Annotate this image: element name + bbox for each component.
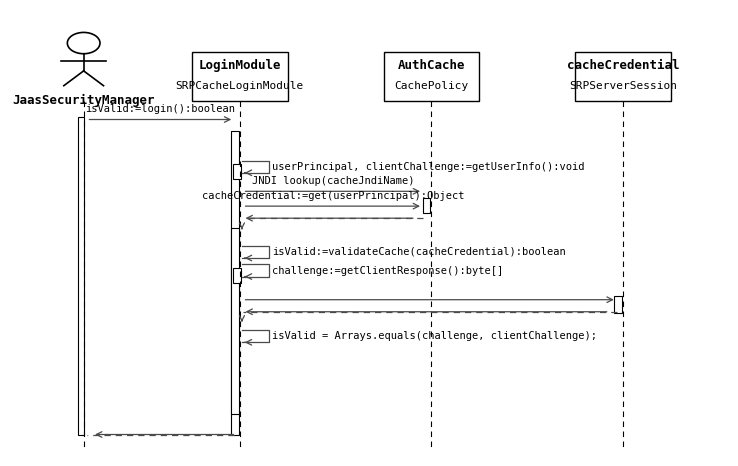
FancyBboxPatch shape [575, 52, 671, 101]
Text: userPrincipal, clientChallenge:=getUserInfo():void: userPrincipal, clientChallenge:=getUserI… [272, 162, 585, 172]
Text: isValid = Arrays.equals(challenge, clientChallenge);: isValid = Arrays.equals(challenge, clien… [272, 331, 598, 341]
FancyBboxPatch shape [384, 52, 480, 101]
Text: SRPCacheLoginModule: SRPCacheLoginModule [176, 81, 304, 91]
Text: JNDI lookup(cacheJndiName): JNDI lookup(cacheJndiName) [252, 176, 414, 186]
Text: CachePolicy: CachePolicy [394, 81, 469, 91]
Text: cacheCredential:=get(userPrincipal):Object: cacheCredential:=get(userPrincipal):Obje… [201, 191, 464, 200]
Text: JaasSecurityManager: JaasSecurityManager [13, 94, 155, 107]
Text: LoginModule: LoginModule [199, 59, 281, 72]
FancyBboxPatch shape [192, 52, 288, 101]
Bar [231, 228, 238, 414]
Text: challenge:=getClientResponse():byte[]: challenge:=getClientResponse():byte[] [272, 266, 504, 275]
Text: isValid:=validateCache(cacheCredential):boolean: isValid:=validateCache(cacheCredential):… [272, 247, 566, 257]
Text: SRPServerSession: SRPServerSession [569, 81, 677, 91]
Text: AuthCache: AuthCache [398, 59, 465, 72]
Text: isValid:=login():boolean: isValid:=login():boolean [86, 104, 235, 114]
Bar [77, 117, 84, 434]
Bar [231, 131, 238, 434]
Text: cacheCredential: cacheCredential [567, 59, 679, 72]
Bar [423, 198, 430, 213]
Bar [233, 164, 241, 179]
Bar [614, 295, 622, 313]
Bar [233, 268, 241, 282]
